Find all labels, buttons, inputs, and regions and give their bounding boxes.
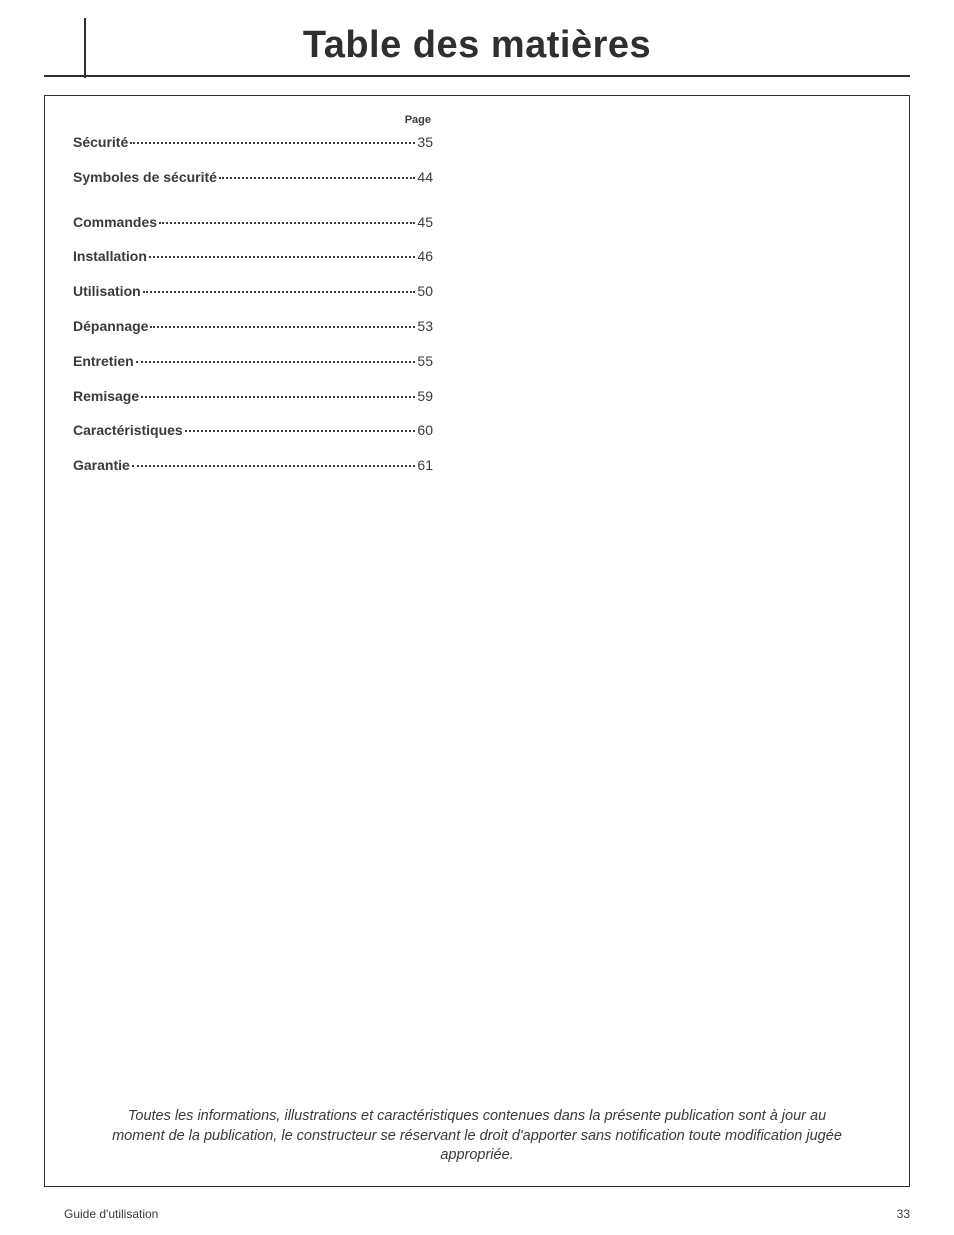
- footer-page-number: 33: [897, 1207, 910, 1221]
- toc-dot-leader: [219, 177, 415, 179]
- title-underline: [44, 75, 910, 77]
- toc-entry-label: Commandes: [73, 214, 157, 231]
- toc-entry-page: 59: [417, 388, 433, 405]
- toc-row: Entretien 55: [73, 353, 433, 370]
- document-page: Table des matières Page Sécurité 35 Symbol…: [0, 0, 954, 1235]
- toc-entry-page: 60: [417, 422, 433, 439]
- toc-page-column-header: Page: [73, 114, 433, 126]
- toc-row: Utilisation 50: [73, 283, 433, 300]
- toc-row: Sécurité 35: [73, 134, 433, 151]
- toc-entry-label: Entretien: [73, 353, 134, 370]
- toc-entry-label: Remisage: [73, 388, 139, 405]
- toc-entry-label: Sécurité: [73, 134, 128, 151]
- toc-row: Dépannage 53: [73, 318, 433, 335]
- toc-dot-leader: [136, 361, 416, 363]
- disclaimer-text: Toutes les informations, illustrations e…: [45, 1107, 909, 1166]
- toc-entry-label: Garantie: [73, 457, 130, 474]
- content-frame: Page Sécurité 35 Symboles de sécurité 44 Com…: [44, 95, 910, 1187]
- toc-row: Caractéristiques 60: [73, 422, 433, 439]
- toc-row: Symboles de sécurité 44: [73, 169, 433, 186]
- toc-dot-leader: [150, 326, 415, 328]
- toc-row: Garantie 61: [73, 457, 433, 474]
- toc-entry-label: Dépannage: [73, 318, 148, 335]
- toc-entry-label: Utilisation: [73, 283, 141, 300]
- toc-row: Remisage 59: [73, 388, 433, 405]
- toc-entry-page: 50: [417, 283, 433, 300]
- toc-dot-leader: [143, 291, 416, 293]
- table-of-contents: Page Sécurité 35 Symboles de sécurité 44 Com…: [73, 114, 433, 474]
- toc-entry-page: 44: [417, 169, 433, 186]
- toc-entry-page: 53: [417, 318, 433, 335]
- toc-rows-container: Sécurité 35 Symboles de sécurité 44 Commande…: [73, 134, 433, 474]
- toc-entry-label: Installation: [73, 248, 147, 265]
- toc-row: Commandes 45: [73, 214, 433, 231]
- toc-dot-leader: [159, 222, 415, 224]
- toc-entry-page: 55: [417, 353, 433, 370]
- toc-entry-page: 45: [417, 214, 433, 231]
- toc-entry-label: Caractéristiques: [73, 422, 183, 439]
- toc-entry-page: 61: [417, 457, 433, 474]
- title-vertical-rule: [84, 18, 86, 78]
- toc-dot-leader: [132, 465, 416, 467]
- title-block: Table des matières: [44, 24, 910, 77]
- toc-row: Installation 46: [73, 248, 433, 265]
- page-footer: Guide d'utilisation 33: [64, 1207, 910, 1221]
- footer-left-text: Guide d'utilisation: [64, 1207, 158, 1221]
- toc-dot-leader: [149, 256, 416, 258]
- toc-entry-page: 35: [417, 134, 433, 151]
- page-title: Table des matières: [44, 24, 910, 67]
- toc-dot-leader: [185, 430, 416, 432]
- toc-entry-page: 46: [417, 248, 433, 265]
- toc-entry-label: Symboles de sécurité: [73, 169, 217, 186]
- toc-dot-leader: [130, 142, 415, 144]
- toc-dot-leader: [141, 396, 415, 398]
